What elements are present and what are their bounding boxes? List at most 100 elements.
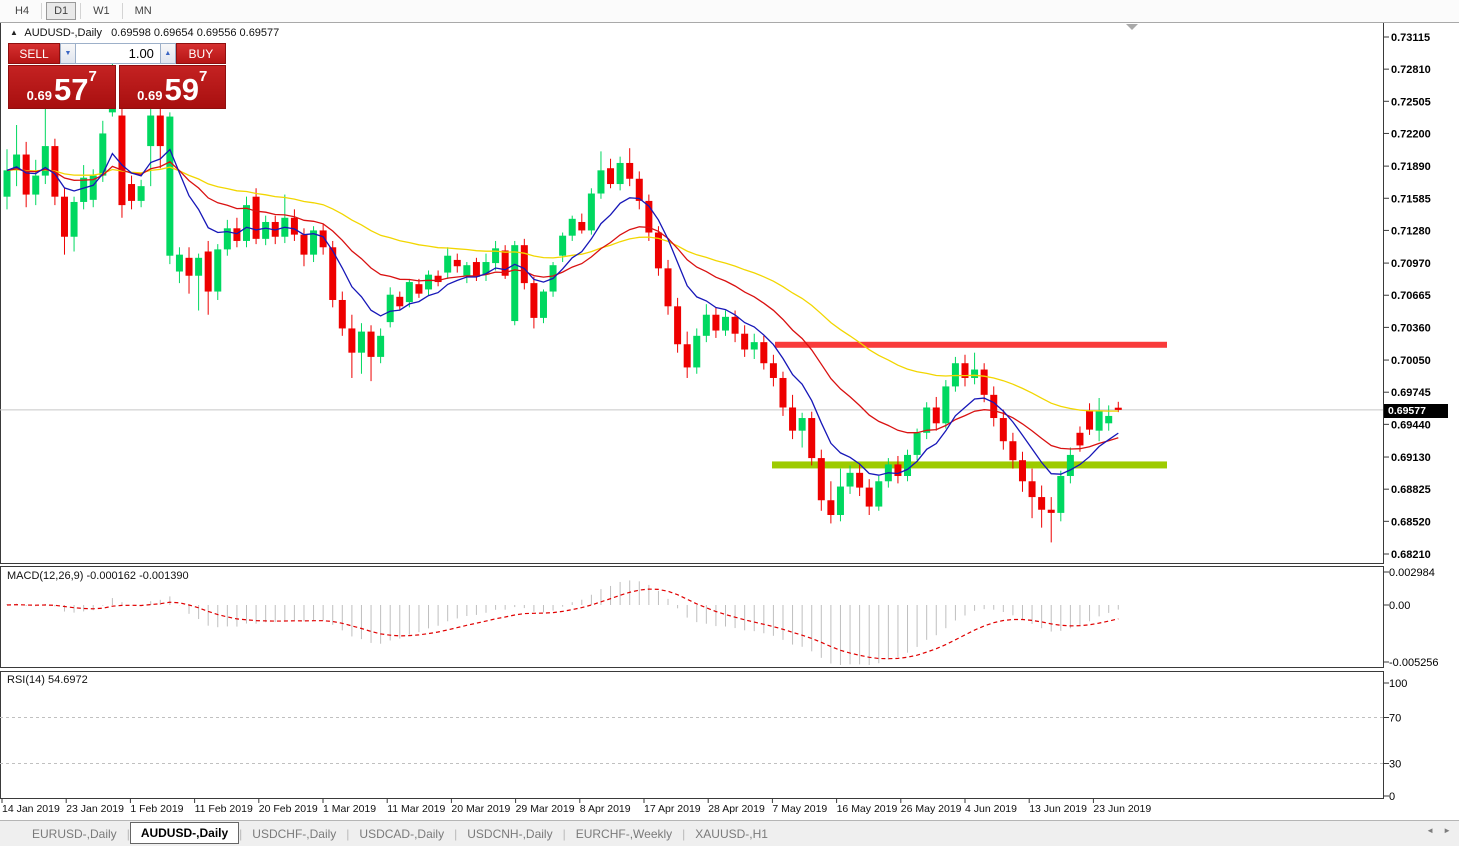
- candle-body: [999, 418, 1007, 442]
- date-label: 20 Mar 2019: [451, 803, 511, 815]
- axis-label: 0.68825: [1391, 484, 1431, 496]
- candle-body: [913, 432, 921, 455]
- candle-body: [338, 299, 346, 329]
- date-label: 7 May 2019: [772, 803, 828, 815]
- candle-body: [769, 363, 777, 378]
- candle-body: [520, 245, 528, 284]
- date-label: 1 Feb 2019: [130, 803, 184, 815]
- candle-body: [357, 331, 365, 353]
- candle-body: [836, 486, 844, 516]
- buy-price-main: 59: [164, 72, 199, 107]
- candle-body: [425, 274, 433, 290]
- candle-body: [60, 196, 68, 237]
- candle-body: [262, 221, 270, 239]
- tab-usdcnh-daily[interactable]: USDCNH-,Daily: [467, 826, 553, 841]
- buy-price-button[interactable]: 0.69 59 7: [118, 65, 226, 109]
- toolbar-separator: [80, 3, 82, 19]
- toolbar-separator: [41, 3, 43, 19]
- candle-body: [645, 200, 653, 233]
- resistance-line: [775, 341, 1167, 348]
- chart-ohlc-values: 0.69598 0.69654 0.69556 0.69577: [111, 27, 280, 39]
- macd-values: -0.000162 -0.001390: [86, 570, 189, 582]
- axis-label: 0.69745: [1391, 387, 1431, 399]
- sell-button[interactable]: SELL: [8, 43, 61, 64]
- tab-eurusd-daily[interactable]: EURUSD-,Daily: [32, 826, 117, 841]
- chart-symbol-label: AUDUSD-,Daily: [24, 27, 102, 39]
- date-label: 1 Mar 2019: [323, 803, 377, 815]
- candle-body: [290, 217, 298, 235]
- collapse-triangle-icon[interactable]: ▲: [10, 28, 18, 37]
- tab-separator: |: [682, 826, 686, 841]
- date-label: 23 Jan 2019: [66, 803, 124, 815]
- candle-body: [875, 481, 883, 507]
- axis-label: 0.72810: [1391, 64, 1431, 76]
- candle-body: [310, 230, 318, 255]
- candle-body: [693, 335, 701, 368]
- date-axis: 14 Jan 2019 23 Jan 2019 1 Feb 2019 11 Feb 2…: [0, 801, 1383, 817]
- candle-body: [243, 205, 250, 241]
- candle-body: [904, 454, 912, 477]
- tab-usdchf-daily[interactable]: USDCHF-,Daily: [252, 826, 337, 841]
- buy-price-pip: 7: [198, 68, 208, 85]
- timeframe-button-d1[interactable]: D1: [46, 2, 77, 20]
- sell-price-button[interactable]: 0.69 57 7: [8, 65, 116, 109]
- tab-scroll-right-icon[interactable]: ►: [1443, 826, 1451, 835]
- candle-body: [635, 178, 643, 201]
- axis-label: 30: [1389, 759, 1401, 771]
- axis-label: 0.002984: [1389, 567, 1435, 579]
- volume-input[interactable]: [75, 43, 160, 64]
- timeframe-button-h4[interactable]: H4: [15, 5, 30, 17]
- candle-body: [1057, 476, 1065, 513]
- tab-scroll-left-icon[interactable]: ◄: [1426, 826, 1435, 835]
- date-label: 11 Mar 2019: [387, 803, 446, 815]
- timeframe-button-w1[interactable]: W1: [93, 5, 110, 17]
- volume-increase-button[interactable]: ▲: [159, 43, 176, 64]
- candle-body: [3, 170, 11, 197]
- candle-body: [1028, 481, 1036, 498]
- candle-body: [971, 369, 979, 378]
- candle-body: [568, 218, 576, 236]
- candle-body: [1038, 497, 1046, 510]
- candle-body: [559, 235, 567, 256]
- candle-body: [923, 407, 931, 433]
- candle-body: [616, 162, 624, 185]
- candle-body: [367, 331, 375, 357]
- candle-body: [204, 251, 212, 292]
- candle-body: [472, 262, 480, 277]
- candle-body: [731, 316, 739, 334]
- date-label: 11 Feb 2019: [194, 803, 253, 815]
- timeframe-button-mn[interactable]: MN: [134, 5, 152, 17]
- tab-audusd-daily[interactable]: AUDUSD-,Daily: [129, 822, 240, 844]
- buy-button[interactable]: BUY: [175, 43, 226, 64]
- candle-body: [760, 342, 768, 364]
- axis-label: 0.71280: [1391, 225, 1431, 237]
- axis-label: 0.70050: [1391, 355, 1431, 367]
- toolbar-separator: [121, 3, 123, 19]
- candle-body: [147, 115, 155, 147]
- buy-price-base: 0.69: [137, 88, 163, 103]
- tab-separator: |: [126, 826, 130, 841]
- tab-xauusd-h1[interactable]: XAUUSD-,H1: [695, 826, 768, 841]
- volume-decrease-button[interactable]: ▼: [60, 43, 76, 64]
- candle-body: [137, 186, 145, 201]
- candle-body: [70, 201, 78, 237]
- candle-body: [32, 175, 40, 195]
- candle-body: [607, 168, 615, 185]
- candle-body: [578, 221, 586, 231]
- candle-body: [386, 294, 394, 323]
- candle-body: [702, 314, 710, 336]
- chart-header: ▲ AUDUSD-,Daily 0.69598 0.69654 0.69556 …: [10, 27, 279, 39]
- candle-body: [683, 344, 691, 368]
- axis-label: 0.69440: [1391, 419, 1431, 431]
- tab-eurchf-weekly[interactable]: EURCHF-,Weekly: [575, 826, 673, 841]
- candle-body: [674, 306, 682, 345]
- candle-body: [846, 472, 854, 487]
- axis-label: 0.68210: [1391, 549, 1431, 561]
- tab-usdcad-daily[interactable]: USDCAD-,Daily: [359, 826, 445, 841]
- candle-body: [252, 196, 260, 239]
- axis-label: 0.71585: [1391, 193, 1431, 205]
- axis-label: 0.72200: [1391, 128, 1431, 140]
- candle-body: [1047, 509, 1055, 513]
- candle-body: [894, 464, 902, 477]
